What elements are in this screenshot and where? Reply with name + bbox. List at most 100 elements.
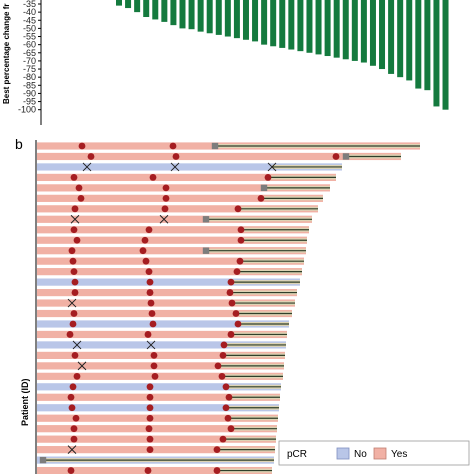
panel-a-y-tick-label: -80 <box>23 72 36 82</box>
panel-a-bar <box>279 0 286 48</box>
patient-row <box>37 236 307 244</box>
event-2-dot <box>150 362 158 370</box>
event-1-cross <box>67 445 77 454</box>
event-1-square <box>39 456 47 464</box>
panel-a-bar <box>306 0 313 53</box>
panel-a-y-ticks: -35-40-45-50-55-60-65-70-75-80-85-90-95-… <box>18 0 41 115</box>
patient-row <box>37 466 272 474</box>
panel-a-bar <box>261 0 268 45</box>
panel-a-bar <box>143 0 150 18</box>
legend-swatch-yes <box>373 447 387 460</box>
event-3-dot <box>232 310 240 317</box>
patient-row <box>37 445 275 454</box>
legend-swatch-no <box>336 447 350 460</box>
patient-bar <box>37 268 302 276</box>
event-2-dot <box>146 404 154 412</box>
panel-a-bar <box>188 0 195 30</box>
event-1-dot <box>69 383 77 391</box>
event-3-dot <box>228 299 236 307</box>
event-3-dot <box>220 341 228 349</box>
panel-a-bars <box>116 0 449 110</box>
event-1-dot <box>68 247 76 255</box>
event-1-dot <box>78 142 86 150</box>
event-2-dot <box>146 414 154 422</box>
event-1-cross <box>72 340 82 350</box>
patient-row <box>37 162 342 172</box>
event-1-dot <box>71 205 79 213</box>
event-1-dot <box>75 184 83 192</box>
patient-row <box>37 351 285 359</box>
event-1-dot <box>72 414 80 422</box>
patient-row <box>37 214 312 224</box>
event-2-dot <box>161 205 169 213</box>
panel-a-bar <box>242 0 249 40</box>
patient-row <box>37 152 401 161</box>
event-3-dot <box>222 404 230 412</box>
panel-a-bar <box>215 0 222 35</box>
event-3-square <box>260 184 268 192</box>
patient-bar <box>37 330 287 339</box>
patient-bar <box>37 226 309 234</box>
panel-a-bar <box>197 0 204 32</box>
event-2-dot <box>151 372 159 380</box>
event-3-dot <box>213 446 221 454</box>
panel-a-bar <box>406 0 413 81</box>
event-2-dot <box>150 352 158 359</box>
event-3-dot <box>227 425 235 433</box>
event-1-dot <box>71 289 79 296</box>
panel-a-bar <box>333 0 340 58</box>
event-1-dot <box>70 174 78 181</box>
event-2-dot <box>149 174 157 181</box>
patient-row <box>37 414 278 422</box>
patient-row <box>37 383 281 391</box>
panel-a-bar <box>134 0 141 13</box>
panel-a-bar <box>388 0 395 74</box>
event-1-dot <box>66 331 74 338</box>
panel-a-bar <box>288 0 295 50</box>
event-3-dot <box>257 194 265 202</box>
panel-a-y-tick-label: -35 <box>23 0 36 9</box>
event-2-dot <box>145 226 153 234</box>
event-1-dot <box>67 467 75 474</box>
patient-bar <box>37 173 336 182</box>
patient-bar <box>37 446 275 454</box>
event-2-dot <box>144 331 152 338</box>
event-2-dot <box>149 320 157 328</box>
panel-a-bar <box>297 0 304 52</box>
panel-a-bar <box>379 0 386 70</box>
patient-bar <box>37 466 272 474</box>
legend-label-yes: Yes <box>391 449 407 460</box>
event-1-dot <box>73 236 81 244</box>
patient-row <box>37 372 283 380</box>
event-2-dot <box>142 257 150 265</box>
panel-a-bar <box>342 0 349 60</box>
patient-bar <box>37 257 304 265</box>
event-2-dot <box>139 247 147 255</box>
panel-a-y-tick-label: -70 <box>23 56 36 66</box>
patient-bar <box>37 163 342 171</box>
panel-a-y-tick-label: -95 <box>23 97 36 107</box>
patient-row <box>37 205 318 213</box>
event-2-cross <box>146 340 156 350</box>
patient-row <box>37 257 304 265</box>
panel-a-bar <box>415 0 422 89</box>
panel-a-bar <box>252 0 259 42</box>
patient-bar <box>37 341 286 349</box>
patient-row <box>37 194 323 202</box>
patient-row <box>37 309 292 318</box>
event-1-dot <box>70 435 78 443</box>
panel-a-y-tick-label: -55 <box>23 32 36 42</box>
event-1-dot <box>69 320 77 328</box>
panel-b-swimmer-plot: b Patient (ID) pCR No Yes <box>15 136 470 474</box>
event-1-dot <box>67 393 75 401</box>
panel-a-bar <box>233 0 240 39</box>
event-2-dot <box>162 184 170 192</box>
panel-a-bar <box>116 0 122 6</box>
event-1-cross <box>82 162 92 172</box>
event-2-dot <box>172 153 180 160</box>
event-1-dot <box>71 278 79 286</box>
patient-row <box>37 404 279 412</box>
panel-a-bar <box>270 0 277 47</box>
patient-row <box>37 393 280 401</box>
